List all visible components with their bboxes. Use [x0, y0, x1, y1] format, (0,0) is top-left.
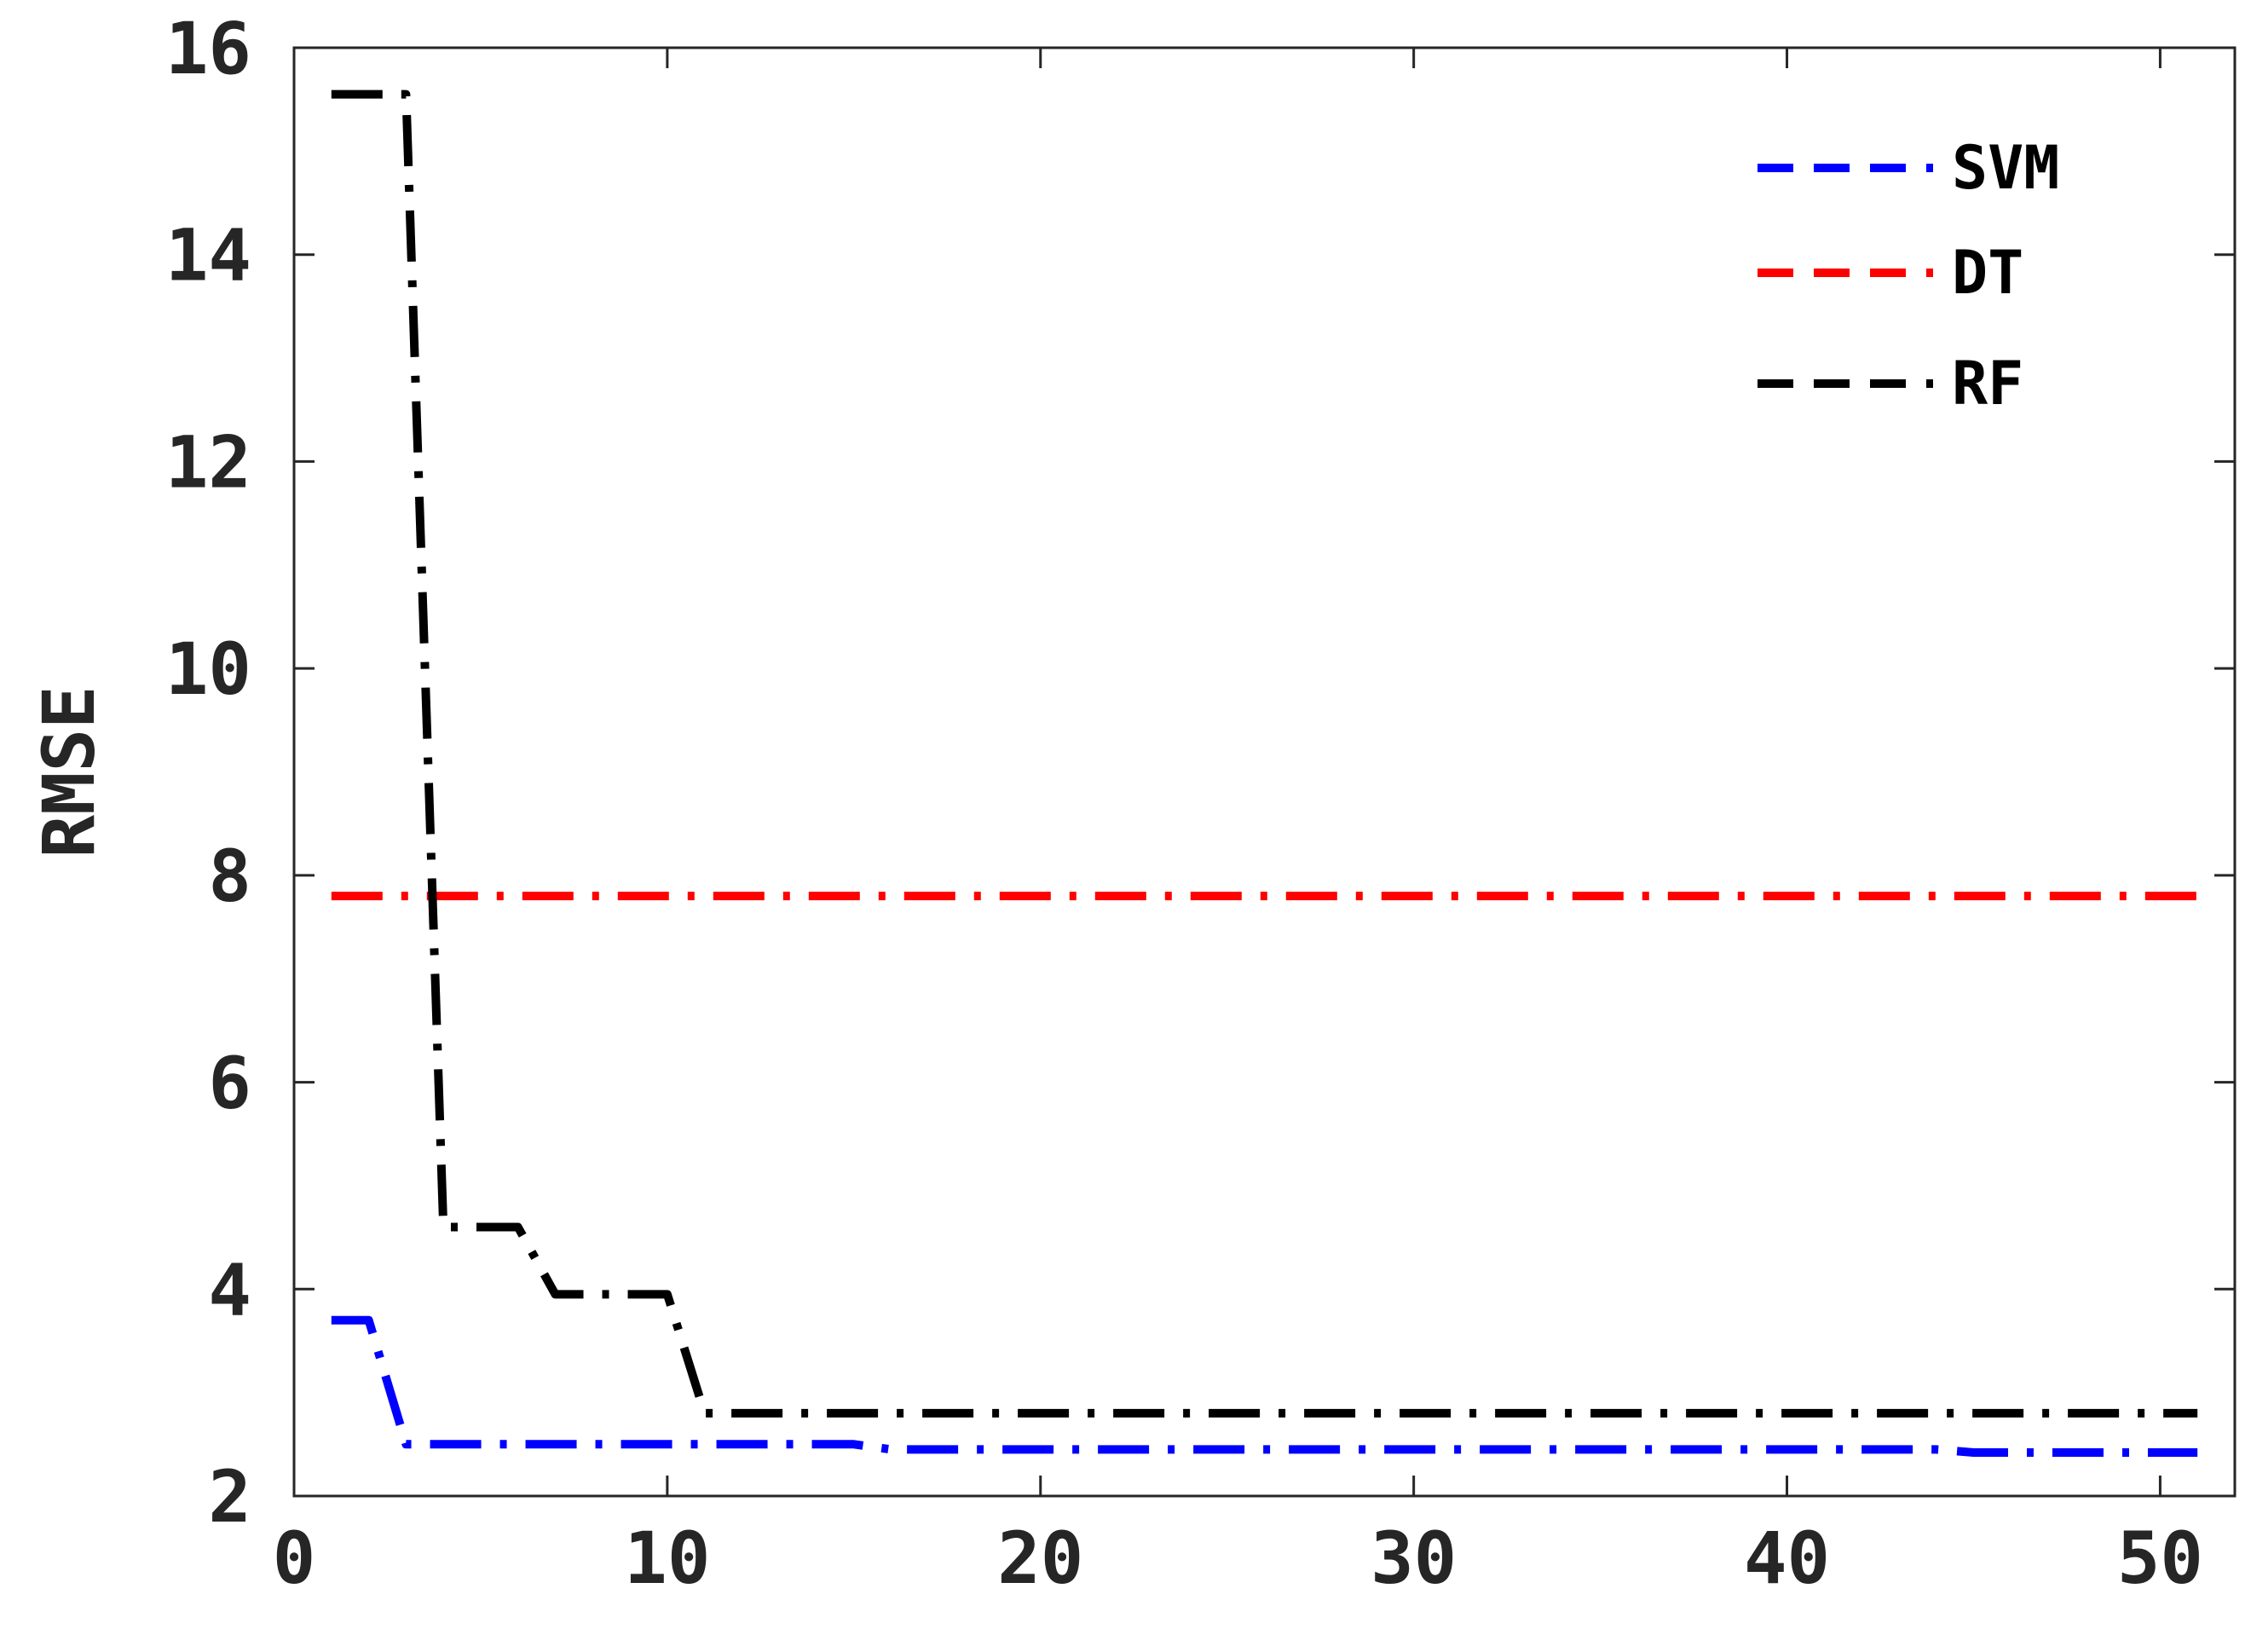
series-line-svm [331, 1315, 2198, 1457]
y-tick-label: 4 [208, 1248, 251, 1331]
x-tick-label: 0 [273, 1516, 316, 1600]
plot-frame [292, 46, 2237, 1498]
y-tick-label: 10 [165, 627, 251, 711]
series-layer [331, 90, 2198, 1457]
x-tick-label: 30 [1371, 1516, 1457, 1600]
x-tick-label: 50 [2117, 1516, 2203, 1600]
legend-label-rf: RF [1952, 349, 2023, 419]
legend-label-dt: DT [1952, 238, 2023, 308]
x-tick-label: 10 [624, 1516, 710, 1600]
y-tick-label: 8 [208, 835, 251, 918]
y-tick-label: 14 [165, 214, 251, 297]
x-tick-label: 20 [997, 1516, 1083, 1600]
y-tick-label: 16 [165, 7, 251, 90]
y-tick-label: 6 [208, 1042, 251, 1125]
series-line-rf [331, 90, 2198, 1418]
y-tick-label: 12 [165, 420, 251, 504]
legend-label-svm: SVM [1952, 133, 2059, 203]
legend: SVM DT RF [1758, 133, 2059, 419]
y-tick-label: 2 [208, 1455, 251, 1539]
tick-layer: 0 10 20 30 40 50 2 4 6 8 10 12 14 16 [165, 7, 2235, 1600]
x-tick-label: 40 [1744, 1516, 1830, 1600]
y-axis-title: RMSE [27, 685, 111, 858]
